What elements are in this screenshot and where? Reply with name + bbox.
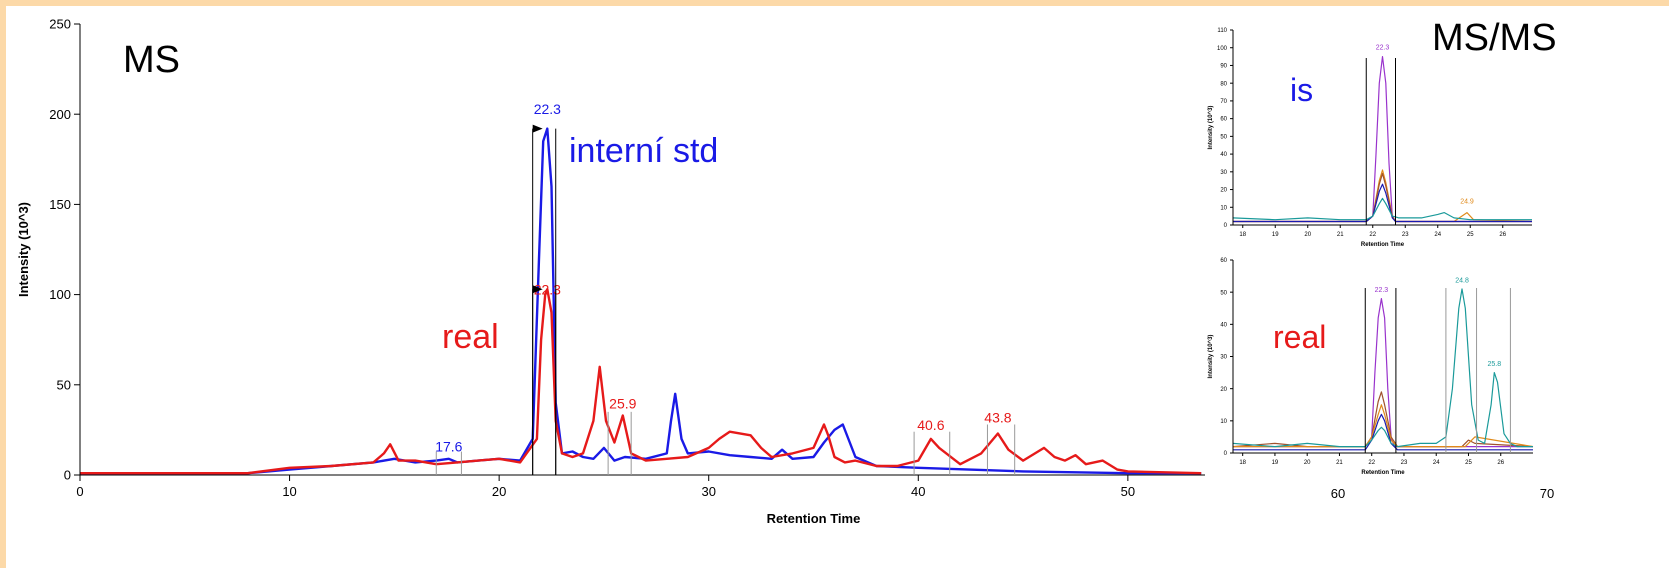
inset-real-peak-label: 25.8 [1487, 361, 1501, 368]
main-x-tick-label: 40 [911, 484, 925, 499]
main-x-tick-70: 70 [1540, 486, 1554, 501]
inset-is-y-tick-label: 60 [1220, 117, 1227, 123]
msms-label: MS/MS [1432, 17, 1557, 59]
inset-is-series-line-2 [1233, 173, 1532, 223]
inset-real-peak-label: 24.8 [1455, 278, 1469, 285]
inset-real-series-line-2 [1233, 404, 1534, 448]
inset-real-series-line-4 [1232, 288, 1533, 448]
inset-real-x-tick-label: 22 [1368, 460, 1375, 466]
main-peak-label: 40.6 [917, 417, 944, 433]
inset-is-series-line-1 [1233, 169, 1533, 223]
inset-is-y-tick-label: 110 [1217, 28, 1227, 34]
inset-real-y-tick-label: 20 [1220, 387, 1227, 393]
main-peak-label: 17.6 [435, 439, 462, 455]
inset-is-y-tick-label: 10 [1220, 205, 1227, 211]
inset-is-y-tick-label: 40 [1220, 152, 1227, 158]
frame-top-border [0, 0, 1669, 6]
main-x-axis-label: Retention Time [767, 511, 861, 526]
frame-left-border [0, 0, 6, 568]
main-x-tick-label: 30 [701, 484, 715, 499]
inset-is-x-tick-label: 23 [1402, 232, 1409, 238]
inset-is-y-tick-label: 100 [1217, 46, 1228, 52]
inset-is-y-tick-label: 20 [1220, 188, 1227, 194]
inset-real-series-line-1 [1232, 391, 1534, 448]
inset-is-x-tick-label: 25 [1467, 232, 1474, 238]
inset-real-y-tick-label: 10 [1220, 419, 1227, 425]
inset-real-x-tick-label: 18 [1239, 460, 1246, 466]
real-inset-label: real [1273, 319, 1326, 355]
inset-is-series-line-0 [1233, 56, 1532, 223]
internal-std-label: interní std [569, 132, 718, 170]
inset-is-y-axis-label: Intensity (10^3) [1208, 106, 1214, 150]
inset-real-x-tick-label: 26 [1497, 460, 1504, 466]
inset-real-y-axis-label: Intensity (10^3) [1208, 335, 1214, 379]
main-peak-flag-icon [532, 285, 543, 294]
main-y-tick-label: 50 [57, 377, 71, 392]
main-y-tick-label: 150 [49, 197, 71, 212]
main-peak-label: 22.3 [534, 282, 561, 298]
main-x-tick-60: 60 [1331, 486, 1345, 501]
inset-is-x-tick-label: 26 [1499, 232, 1506, 238]
main-x-tick-label: 50 [1121, 484, 1135, 499]
inset-is-x-tick-label: 19 [1272, 232, 1279, 238]
inset-real-x-tick-label: 20 [1304, 460, 1311, 466]
inset-real-series-line-3 [1233, 413, 1533, 451]
inset-is-y-tick-label: 70 [1220, 99, 1227, 105]
main-y-tick-label: 250 [49, 17, 71, 32]
main-series-line-1 [80, 288, 1202, 475]
main-y-axis-label: Intensity (10^3) [16, 202, 31, 297]
inset-real-x-tick-label: 23 [1401, 460, 1408, 466]
inset-is-plot: 0 10 20 30 40 50 60 70 80 90 100 110 18 19 20 21 22 23 24 2… [1208, 28, 1533, 248]
inset-real-y-tick-label: 50 [1220, 290, 1227, 296]
main-y-tick-label: 100 [49, 287, 71, 302]
inset-is-y-tick-label: 80 [1220, 81, 1227, 87]
main-plot: 0 50 100 150 200 250 0 10 20 30 40 50 Retention Time… [16, 17, 1205, 526]
inset-real-plot: 0 10 20 30 40 50 60 18 19 20 21 22 23 24 25 26 Retention… [1208, 258, 1534, 476]
inset-is-y-tick-label: 90 [1220, 64, 1227, 70]
inset-is-series-line-4 [1232, 197, 1532, 221]
inset-is-x-axis-label: Retention Time [1361, 242, 1405, 248]
main-x-tick-label: 0 [76, 484, 83, 499]
main-x-tick-label: 10 [282, 484, 296, 499]
inset-real-x-axis-label: Retention Time [1361, 470, 1405, 476]
is-inset-label: is [1290, 72, 1313, 108]
real-main-label: real [442, 318, 499, 356]
inset-is-x-tick-label: 24 [1434, 232, 1441, 238]
inset-is-x-tick-label: 22 [1369, 232, 1376, 238]
inset-real-x-tick-label: 24 [1433, 460, 1440, 466]
main-series-line-0 [80, 127, 1202, 475]
main-peak-label: 25.9 [609, 395, 636, 411]
inset-is-y-tick-label: 50 [1220, 134, 1227, 140]
main-peak-label: 43.8 [984, 410, 1011, 426]
inset-real-x-tick-label: 21 [1336, 460, 1343, 466]
inset-is-x-tick-label: 21 [1337, 232, 1344, 238]
inset-real-peak-label: 22.3 [1375, 287, 1389, 294]
main-y-tick-label: 200 [49, 107, 71, 122]
inset-is-peak-label: 24.9 [1460, 199, 1474, 206]
main-x-tick-label: 20 [492, 484, 506, 499]
main-peak-label: 22.3 [534, 101, 561, 117]
inset-is-y-tick-label: 30 [1220, 170, 1227, 176]
inset-real-y-tick-label: 40 [1220, 322, 1227, 328]
inset-is-series-line-3 [1233, 183, 1532, 223]
inset-is-x-tick-label: 18 [1239, 232, 1246, 238]
inset-is-x-tick-label: 20 [1304, 232, 1311, 238]
inset-is-peak-label: 22.3 [1376, 45, 1390, 52]
inset-real-x-tick-label: 25 [1465, 460, 1472, 466]
inset-real-y-tick-label: 60 [1220, 258, 1227, 264]
ms-label: MS [123, 39, 180, 81]
inset-real-x-tick-label: 19 [1272, 460, 1279, 466]
inset-real-y-tick-label: 0 [1224, 451, 1228, 457]
inset-is-y-tick-label: 0 [1224, 223, 1228, 229]
inset-real-y-tick-label: 30 [1220, 355, 1227, 361]
main-peak-flag-icon [532, 124, 543, 133]
main-y-tick-label: 0 [64, 468, 71, 483]
